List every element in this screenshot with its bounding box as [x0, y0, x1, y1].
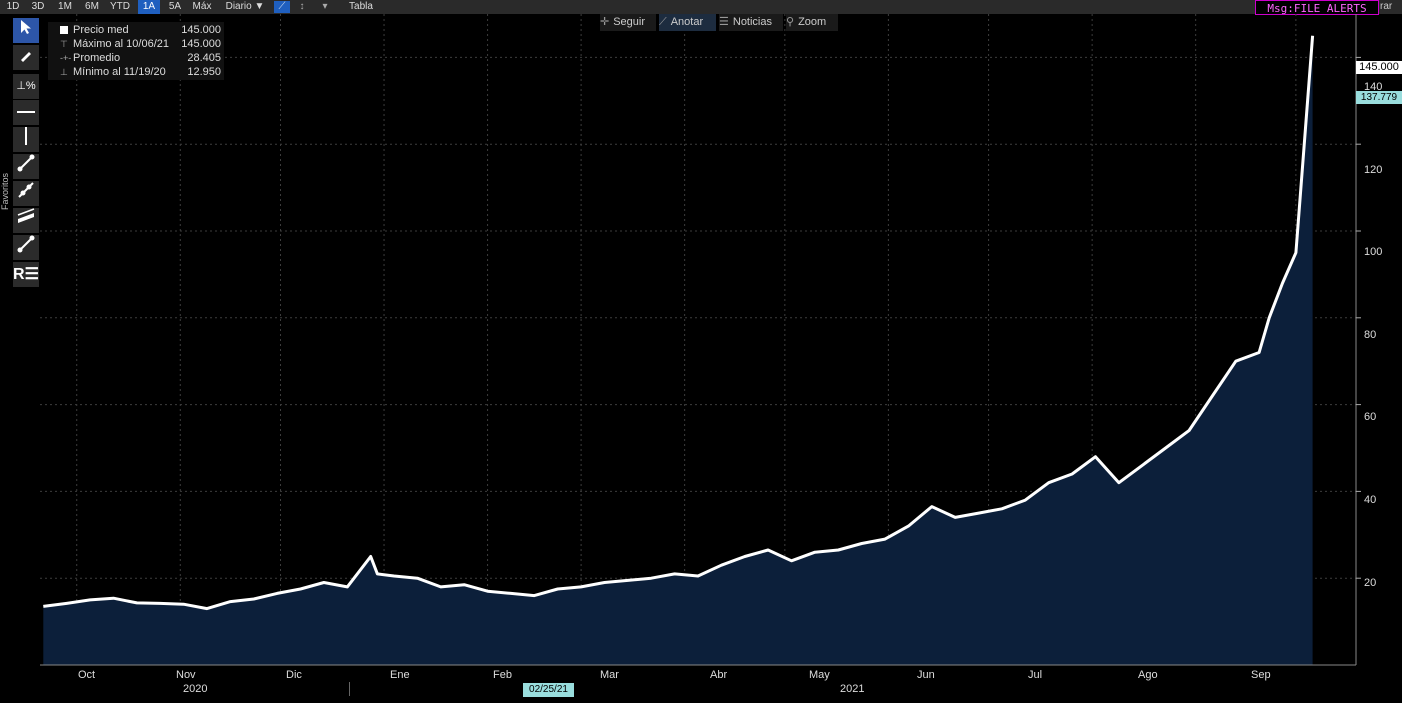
y-tick-label: 140	[1364, 81, 1383, 93]
legend-value: 28.405	[187, 52, 221, 64]
channel-icon	[17, 208, 35, 223]
legend-row-price[interactable]: Precio med 145.000	[48, 24, 224, 37]
x-tick-label: Oct	[78, 669, 96, 681]
y-tick-label: 100	[1364, 246, 1383, 258]
range-max[interactable]: Máx	[192, 1, 212, 12]
price-line	[43, 35, 1315, 611]
x-tick-label: Nov	[176, 669, 196, 681]
x-tick-label: Ene	[390, 669, 410, 681]
vertical-line-tool[interactable]	[13, 127, 39, 152]
crosshair-icon: ✛	[600, 16, 610, 28]
bar-chart-icon[interactable]: ↕	[299, 1, 305, 12]
legend-label: Precio med	[73, 24, 129, 36]
table-button[interactable]: Tabla	[349, 1, 373, 12]
year-label: 2021	[840, 683, 865, 695]
cursor-date-label[interactable]: 02/25/21	[523, 683, 574, 697]
x-tick-label: Ago	[1138, 669, 1158, 681]
x-tick-label: Dic	[286, 669, 302, 681]
fibonacci-icon	[17, 235, 35, 253]
news-label: Noticias	[732, 16, 772, 28]
average-marker-icon: -+-	[60, 53, 72, 63]
range-1a[interactable]: 1A	[138, 0, 160, 14]
zoom-label: Zoom	[798, 16, 827, 28]
range-3d[interactable]: 3D	[31, 1, 45, 12]
legend-swatch	[60, 26, 68, 34]
pointer-icon	[21, 20, 31, 34]
range-1m[interactable]: 1M	[58, 1, 72, 12]
year-divider	[349, 682, 350, 696]
legend-value: 145.000	[181, 24, 221, 36]
average-price-label: 137.779	[1356, 91, 1402, 104]
pen-tool[interactable]	[13, 45, 39, 70]
news-button[interactable]: ☰ Noticias	[719, 14, 783, 31]
y-tick-label: 20	[1364, 577, 1377, 589]
chart-legend: Precio med 145.000 ⊤ Máximo al 10/06/21 …	[48, 22, 224, 80]
magnifier-icon: ⚲	[786, 16, 795, 28]
follow-button[interactable]: ✛ Seguir	[600, 14, 656, 31]
legend-label: Mínimo al 11/19/20	[73, 66, 166, 78]
x-tick-label: Jun	[917, 669, 935, 681]
horizontal-line-tool[interactable]	[13, 100, 39, 125]
toolbar-overflow-text[interactable]: rar	[1380, 1, 1393, 12]
range-1d[interactable]: 1D	[6, 1, 20, 12]
y-axis-tick-marks	[1356, 56, 1361, 579]
max-marker-icon: ⊤	[60, 39, 68, 49]
x-tick-label: Abr	[710, 669, 728, 681]
percent-tool[interactable]: ⊥%	[13, 74, 39, 99]
vertical-line-icon	[25, 127, 27, 145]
range-6m[interactable]: 6M	[85, 1, 99, 12]
x-tick-label: Feb	[493, 669, 512, 681]
ray-tool[interactable]	[13, 181, 39, 206]
regression-icon: R☰	[13, 266, 39, 283]
annotate-button[interactable]: ⟋ Anotar	[659, 14, 716, 31]
y-tick-label: 60	[1364, 411, 1377, 423]
channel-tool[interactable]	[13, 208, 39, 233]
legend-label: Máximo al 10/06/21	[73, 38, 169, 50]
pointer-tool[interactable]	[13, 18, 39, 43]
legend-row-min: ⊥ Mínimo al 11/19/20 12.950	[48, 66, 224, 79]
legend-label: Promedio	[73, 52, 121, 64]
y-tick-label: 80	[1364, 329, 1377, 341]
trendline-tool[interactable]	[13, 154, 39, 179]
legend-row-max: ⊤ Máximo al 10/06/21 145.000	[48, 38, 224, 51]
x-tick-label: Sep	[1251, 669, 1271, 681]
legend-value: 145.000	[181, 38, 221, 50]
legend-value: 12.950	[187, 66, 221, 78]
x-tick-label: Mar	[600, 669, 619, 681]
file-alerts-message[interactable]: Msg:FILE ALERTS	[1255, 0, 1379, 15]
legend-row-average: -+- Promedio 28.405	[48, 52, 224, 65]
percent-icon: ⊥%	[16, 80, 36, 92]
zoom-button[interactable]: ⚲ Zoom	[786, 14, 838, 31]
year-label: 2020	[183, 683, 208, 695]
pen-icon	[21, 52, 31, 62]
range-ytd[interactable]: YTD	[110, 1, 130, 12]
annotate-label: Anotar	[670, 16, 704, 28]
horizontal-line-icon	[17, 111, 35, 113]
last-price-label: 145.000	[1356, 61, 1402, 74]
follow-label: Seguir	[613, 16, 646, 28]
top-toolbar: 1D 3D 1M 6M YTD 1A 5A Máx Diario ▼ ⟋ ↕ ▾…	[0, 0, 1402, 14]
x-tick-label: Jul	[1028, 669, 1043, 681]
regression-tool[interactable]: R☰	[13, 262, 39, 287]
y-tick-label: 120	[1364, 164, 1383, 176]
frequency-dropdown[interactable]: Diario ▼	[225, 1, 265, 12]
x-tick-label: May	[809, 669, 830, 681]
pen-icon: ⟋	[659, 16, 667, 28]
news-icon: ☰	[719, 16, 729, 28]
y-tick-label: 40	[1364, 494, 1377, 506]
ray-icon	[18, 182, 34, 198]
fibonacci-tool[interactable]	[13, 235, 39, 260]
dropdown-arrow-icon[interactable]: ▾	[322, 1, 328, 12]
line-chart-icon[interactable]: ⟋	[274, 1, 290, 13]
min-marker-icon: ⊥	[60, 67, 68, 77]
range-5a[interactable]: 5A	[168, 1, 182, 12]
trendline-icon	[17, 154, 35, 172]
price-area	[43, 35, 1313, 665]
